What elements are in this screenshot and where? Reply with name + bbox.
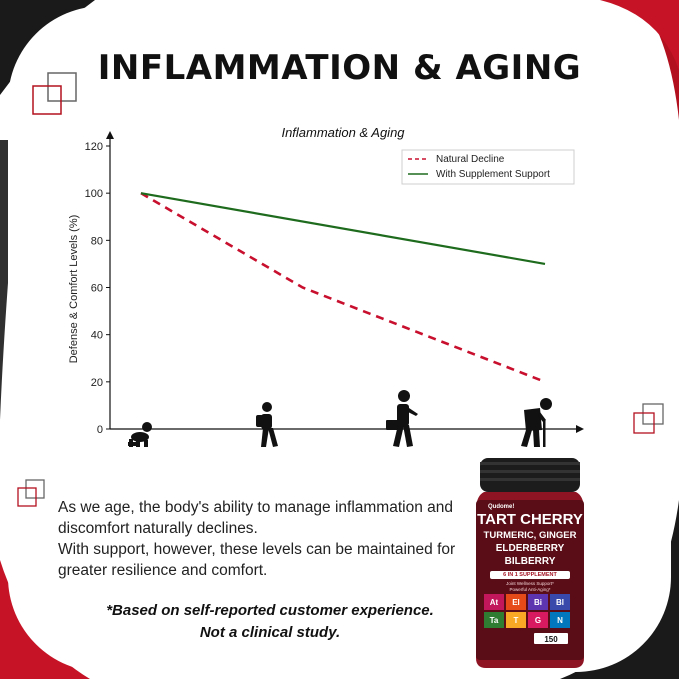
- y-tick-label: 0: [97, 424, 103, 436]
- chart-title: Inflammation & Aging: [281, 125, 405, 140]
- product-claim-2: Powerful Anti-Aging*: [509, 587, 551, 592]
- tile-label: N: [557, 616, 563, 625]
- series-line-with-supplement-support: [140, 192, 546, 266]
- decor-squares-top-left: [32, 72, 77, 115]
- ingredient-tiles: [484, 594, 570, 628]
- product-brand: Qudome!: [488, 504, 515, 510]
- page-title: INFLAMMATION & AGING: [97, 48, 582, 88]
- product-bottle: At El Bi Bl Ta T G N 150 Qudome! TART CH…: [470, 452, 590, 672]
- paragraph-2: With support, however, these levels can …: [58, 539, 488, 581]
- y-axis-label: Defense & Comfort Levels (%): [68, 215, 80, 364]
- child-icon: [256, 402, 278, 447]
- x-axis-arrow: [576, 425, 584, 433]
- paragraph-1: As we age, the body's ability to manage …: [58, 497, 488, 539]
- series-layer: [140, 192, 546, 384]
- tile-label: El: [512, 598, 520, 607]
- elderly-icon: [521, 398, 552, 447]
- paragraph-1-line-1: As we age, the body's ability to manage …: [58, 499, 453, 516]
- product-line-4: BILBERRY: [504, 556, 556, 567]
- tile-label: Bi: [534, 598, 542, 607]
- y-tick-label: 40: [91, 330, 103, 342]
- disclaimer: *Based on self-reported customer experie…: [60, 600, 480, 644]
- y-tick-label: 20: [91, 377, 103, 389]
- y-tick-label: 100: [85, 188, 103, 200]
- decor-squares-left: [17, 479, 45, 507]
- tile-label: At: [490, 598, 499, 607]
- tile-label: Ta: [490, 616, 499, 625]
- decor-squares-right: [633, 403, 664, 434]
- disclaimer-line-1: *Based on self-reported customer experie…: [106, 602, 434, 619]
- y-axis-ticks: 0 20 40 60 80 100 120: [85, 141, 110, 436]
- bottle-shape: At El Bi Bl Ta T G N 150: [476, 458, 584, 668]
- y-tick-label: 120: [85, 141, 103, 153]
- y-tick-label: 80: [91, 235, 103, 247]
- tile-label: T: [514, 616, 519, 625]
- paragraph-2-line-2: greater resilience and comfort.: [58, 562, 268, 579]
- series-line-natural-decline: [140, 192, 546, 384]
- tile-label: Bl: [556, 598, 564, 607]
- adult-icon: [386, 390, 418, 447]
- disclaimer-line-2: Not a clinical study.: [199, 624, 341, 641]
- legend-label-natural-decline: Natural Decline: [436, 154, 505, 165]
- product-line-2: TURMERIC, GINGER: [483, 530, 577, 541]
- y-axis-arrow: [106, 131, 114, 139]
- product-badge: 6 IN 1 SUPPLEMENT: [490, 571, 570, 579]
- legend-box: [401, 149, 575, 185]
- y-tick-label: 60: [91, 283, 103, 295]
- legend-label-supplement: With Supplement Support: [436, 169, 550, 180]
- chart-legend: Natural Decline With Supplement Support: [401, 149, 575, 185]
- tile-label: G: [535, 616, 541, 625]
- baby-icon: [128, 422, 152, 447]
- paragraph-1-line-2: discomfort naturally declines.: [58, 520, 258, 537]
- product-line-3: ELDERBERRY: [495, 543, 565, 554]
- paragraph-2-line-1: With support, however, these levels can …: [58, 541, 456, 558]
- product-claim-1: Joint Wellness Support*: [506, 581, 554, 586]
- product-title: TART CHERRY: [477, 511, 583, 528]
- capsule-count: 150: [544, 635, 558, 644]
